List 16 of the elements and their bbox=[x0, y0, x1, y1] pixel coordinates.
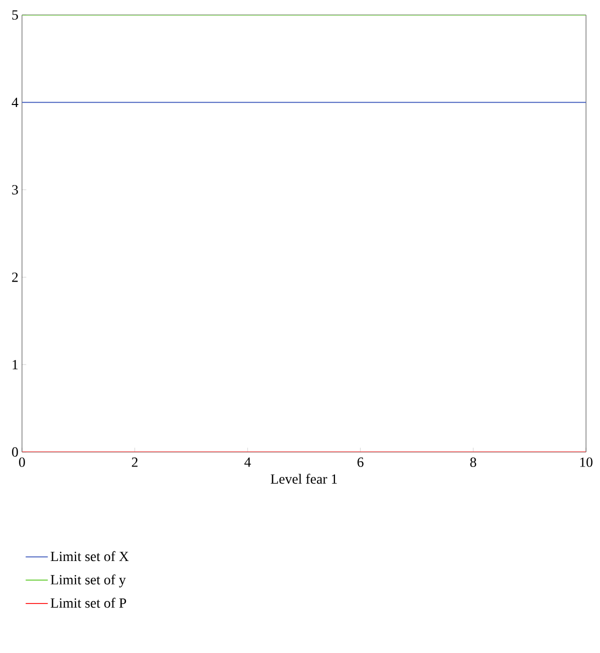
x-tick-label: 10 bbox=[580, 458, 592, 467]
legend-label: Limit set of P bbox=[50, 598, 126, 608]
y-tick-label: 0 bbox=[12, 447, 18, 457]
legend-label: Limit set of X bbox=[50, 551, 129, 562]
x-axis-title: Level fear 1 bbox=[270, 474, 337, 484]
y-tick-label: 1 bbox=[12, 360, 18, 370]
x-tick-label: 8 bbox=[470, 458, 476, 467]
x-tick-label: 2 bbox=[132, 458, 138, 467]
x-tick-label: 6 bbox=[358, 458, 364, 467]
y-tick-label: 4 bbox=[12, 98, 18, 107]
legend-label: Limit set of y bbox=[50, 574, 126, 588]
x-tick-label: 0 bbox=[19, 458, 25, 467]
x-tick-label: 4 bbox=[244, 458, 251, 467]
y-tick-label: 2 bbox=[12, 272, 18, 282]
y-tick-label: 3 bbox=[12, 185, 18, 194]
y-tick-label: 5 bbox=[12, 10, 18, 20]
